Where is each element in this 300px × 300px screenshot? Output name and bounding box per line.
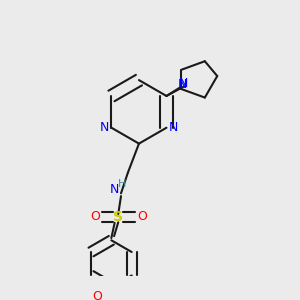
Text: N: N <box>100 121 109 134</box>
Text: O: O <box>90 210 100 223</box>
Text: H: H <box>118 179 127 190</box>
Text: N: N <box>178 78 188 91</box>
Text: O: O <box>137 210 147 223</box>
Text: N: N <box>179 77 188 90</box>
Text: N: N <box>110 183 119 196</box>
Text: O: O <box>93 290 103 300</box>
Text: N: N <box>169 121 178 134</box>
Text: S: S <box>113 210 123 224</box>
